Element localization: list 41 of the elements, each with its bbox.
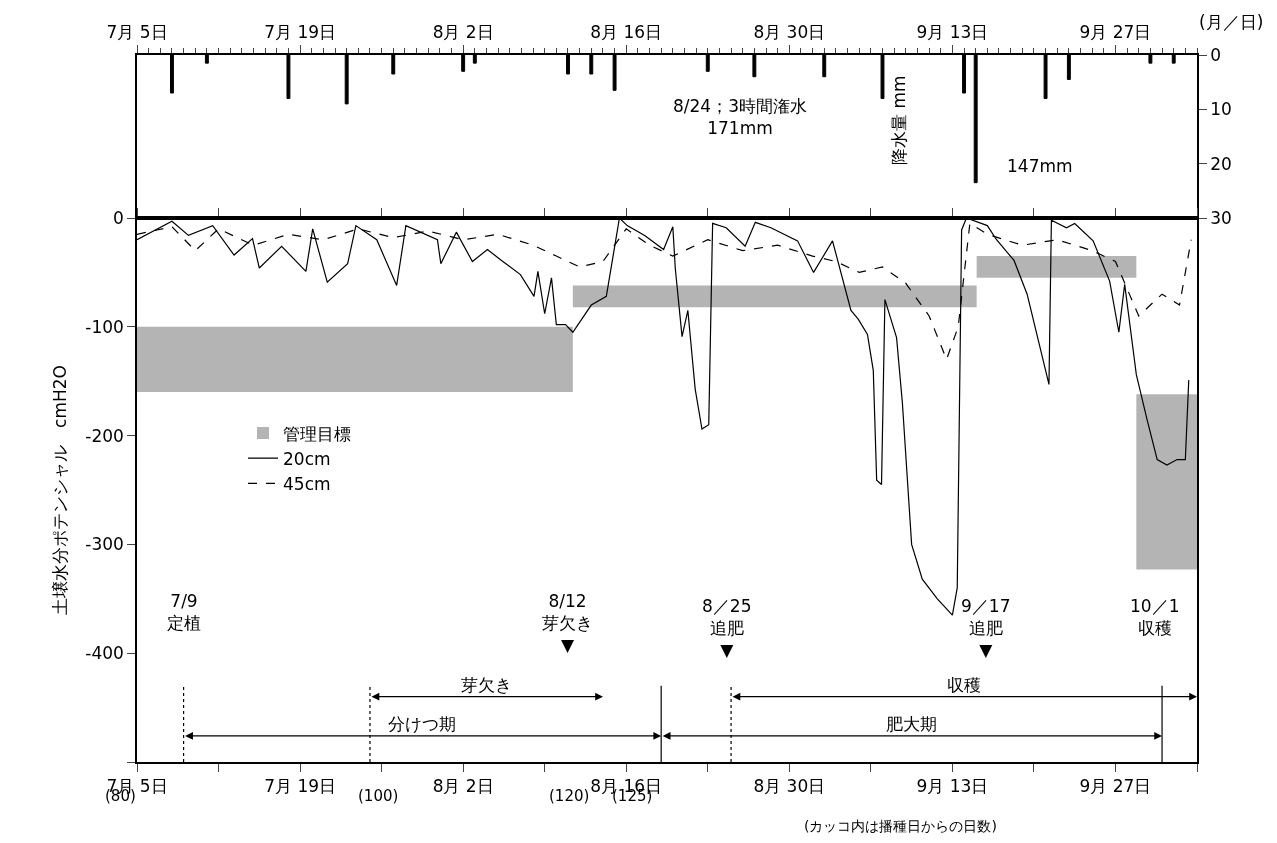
text: (120) (549, 787, 590, 805)
y-tick-label: 0 (113, 207, 124, 228)
annotation: 8／25 追肥 ▼ (702, 596, 752, 661)
x-tick-label: 8月 30日 (753, 22, 826, 43)
annotation: 9／17 追肥 ▼ (961, 596, 1011, 661)
y-tick-label: -400 (85, 643, 124, 664)
y-tick-label: -200 (85, 425, 124, 446)
y-tick-label: -100 (85, 316, 124, 337)
y-tick-label: -300 (85, 534, 124, 555)
x-tick-label: 8月 2日 (432, 776, 494, 797)
y-tick-label: 30 (1210, 207, 1232, 228)
x-tick-label: 7月 19日 (264, 22, 337, 43)
legend-label: 45cm (283, 473, 331, 494)
x-tick-label: 8月 30日 (753, 776, 826, 797)
annotation: 肥大期 (886, 714, 937, 734)
x-tick-label: 9月 27日 (1079, 22, 1152, 43)
x-tick-label: 8月 16日 (590, 22, 663, 43)
y-tick-label: 0 (1210, 44, 1221, 65)
y-tick-label: 20 (1210, 153, 1232, 174)
text: (月／日) (1199, 12, 1264, 32)
legend-label: 管理目標 (283, 423, 351, 444)
x-tick-label: 7月 5日 (106, 22, 168, 43)
x-tick-label: 9月 13日 (916, 776, 989, 797)
x-tick-label: 8月 2日 (432, 22, 494, 43)
x-tick-label: 7月 19日 (264, 776, 337, 797)
annotation: 147mm (1007, 156, 1073, 176)
text: (カッコ内は播種日からの日数) (804, 818, 997, 834)
annotation: 芽欠き (461, 675, 512, 695)
annotation: 8/12 芽欠き ▼ (542, 591, 593, 656)
x-tick-label: 9月 13日 (916, 22, 989, 43)
y-axis-title: 降水量 mm (888, 75, 909, 165)
x-tick-label: 9月 27日 (1079, 776, 1152, 797)
annotation: 10／1 収穫 (1130, 596, 1180, 639)
text: (100) (358, 787, 399, 805)
y-axis-title: 土壌水分ポテンシャル cmH2O (50, 365, 71, 615)
annotation: 8/24；3時間潅水 171mm (673, 96, 807, 139)
annotation: 分けつ期 (388, 714, 456, 734)
y-tick-label: 10 (1210, 99, 1232, 120)
annotation: 収穫 (947, 675, 981, 695)
legend-label: 20cm (283, 448, 331, 469)
annotation: 7/9 定植 (167, 591, 201, 634)
